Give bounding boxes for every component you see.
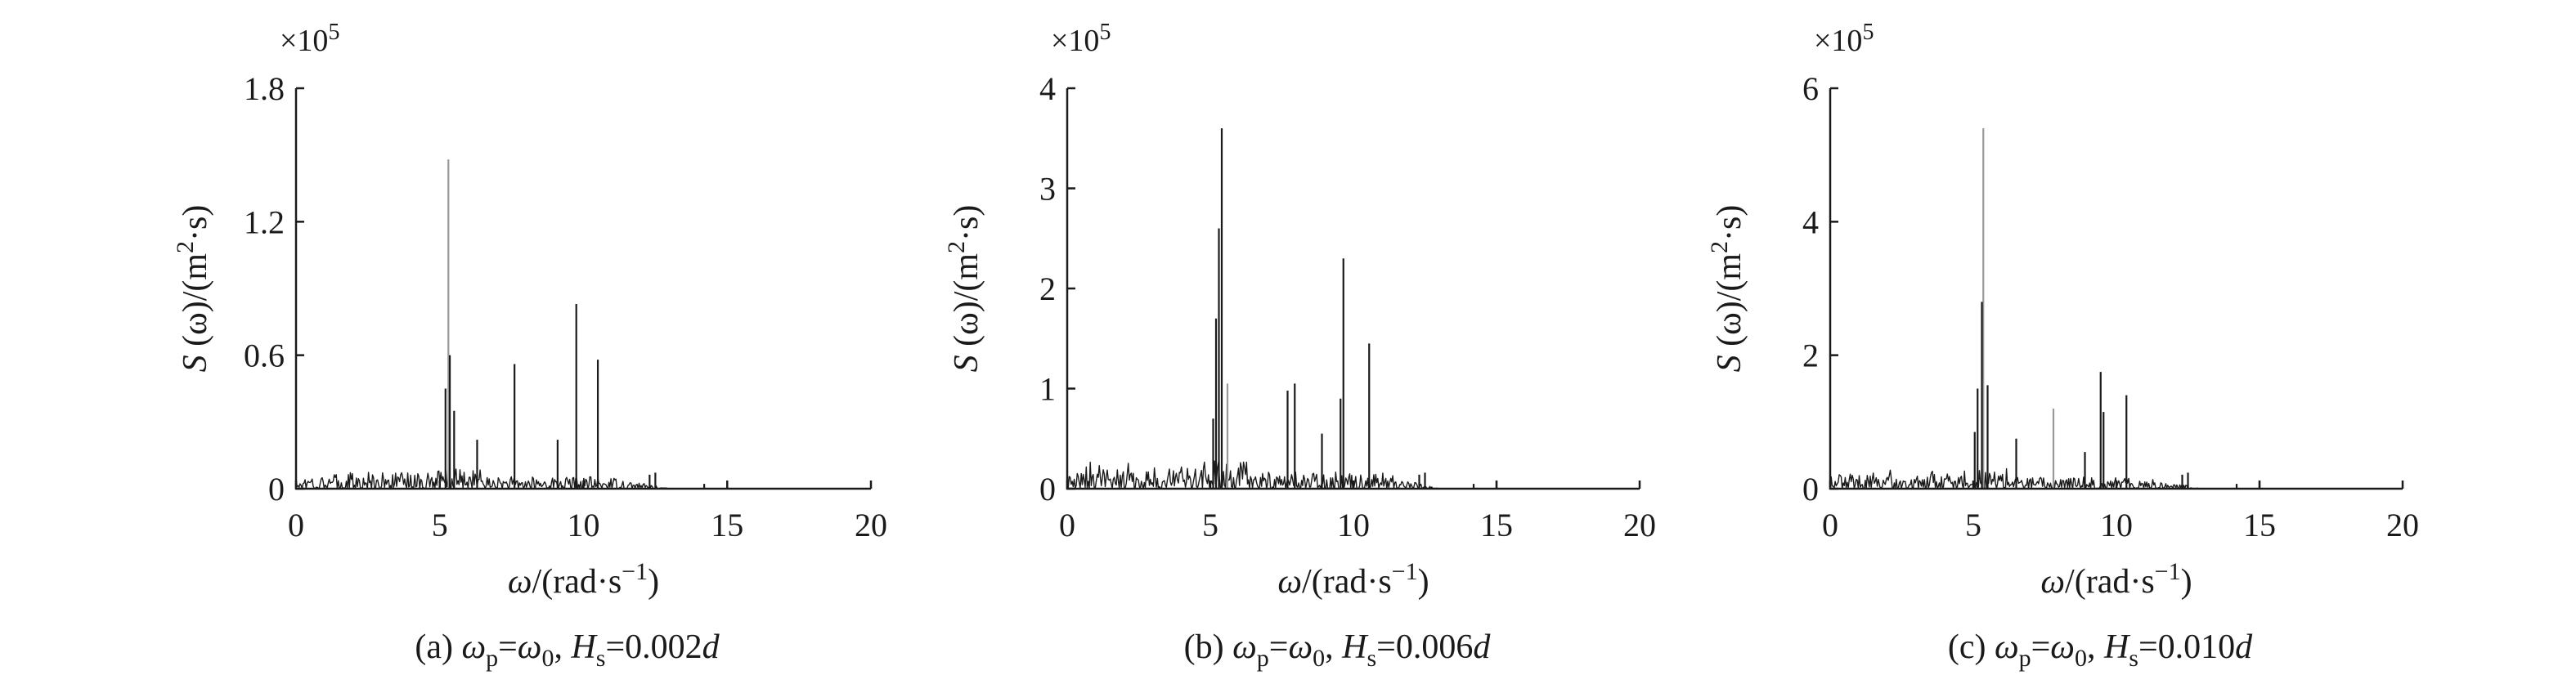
y-tick-label-c-3: 6 [1802, 70, 1819, 107]
caption-c: (c) ωp=ω0, Hs=0.010d [1948, 628, 2253, 672]
noise-trace-b [1066, 460, 1640, 490]
y-tick-label-b-2: 2 [1039, 270, 1056, 307]
x-tick-label-c-3: 15 [2243, 507, 2276, 543]
y-axis-label-a: S (ω)/(m2·s) [172, 205, 214, 373]
panel-a: 0 5 10 15 20 0 0.6 1.2 1.8 ×105 ω/(rad·s−1) S (ω… [172, 20, 887, 672]
x-tick-label-c-0: 0 [1822, 507, 1838, 543]
panel-b: 0 5 10 15 20 0 1 2 3 4 ×105 ω/(rad·s−1) S (ω)/(m2… [943, 20, 1656, 672]
y-tick-label-b-1: 1 [1039, 371, 1056, 408]
x-axis-label-b: ω/(rad·s−1) [1277, 558, 1429, 601]
panel-c: 0 5 10 15 20 0 2 4 6 ×105 ω/(rad·s−1) S (ω)/(m2·… [1706, 20, 2419, 672]
plot-area-b: 0 5 10 15 20 0 1 2 3 4 [1039, 70, 1656, 543]
y-axis-label-b: S (ω)/(m2·s) [943, 205, 985, 373]
plot-area-a: 0 5 10 15 20 0 0.6 1.2 1.8 [244, 70, 887, 543]
x-tick-label-a-1: 5 [432, 507, 448, 543]
y-axis-label-c: S (ω)/(m2·s) [1706, 205, 1748, 373]
axes-b [1066, 88, 1640, 490]
x-tick-label-b-1: 5 [1202, 507, 1218, 543]
x-tick-label-c-4: 20 [2386, 507, 2419, 543]
plot-area-c: 0 5 10 15 20 0 2 4 6 [1802, 70, 2419, 543]
x-axis-label-a: ω/(rad·s−1) [508, 558, 659, 601]
y-tick-label-b-0: 0 [1039, 471, 1056, 507]
x-tick-label-b-4: 20 [1623, 507, 1656, 543]
y-tick-label-a-3: 1.8 [244, 70, 285, 107]
x-tick-label-a-2: 10 [568, 507, 600, 543]
x-tick-label-b-3: 15 [1480, 507, 1513, 543]
x-tick-label-c-2: 10 [2100, 507, 2133, 543]
x-axis-label-c: ω/(rad·s−1) [2040, 558, 2192, 601]
multiplier-label-c: ×105 [1814, 20, 1874, 58]
y-tick-label-b-4: 4 [1039, 70, 1056, 107]
y-tick-label-b-3: 3 [1039, 171, 1056, 208]
x-tick-label-a-0: 0 [288, 507, 304, 543]
axes-a [294, 88, 871, 490]
y-tick-label-a-1: 0.6 [244, 338, 285, 374]
y-tick-label-c-1: 2 [1802, 338, 1819, 374]
noise-trace-a [295, 468, 871, 490]
axes-c [1829, 88, 2403, 490]
caption-b: (b) ωp=ω0, Hs=0.006d [1184, 628, 1492, 672]
x-tick-label-b-0: 0 [1059, 507, 1075, 543]
x-tick-label-b-2: 10 [1337, 507, 1370, 543]
caption-a: (a) ωp=ω0, Hs=0.002d [415, 628, 720, 672]
x-tick-label-c-1: 5 [1965, 507, 1981, 543]
y-tick-label-a-0: 0 [268, 471, 285, 507]
y-tick-label-a-2: 1.2 [244, 203, 285, 240]
y-tick-label-c-0: 0 [1802, 471, 1819, 507]
x-tick-label-a-3: 15 [711, 507, 743, 543]
y-tick-label-c-2: 4 [1802, 203, 1819, 240]
multiplier-label-b: ×105 [1051, 20, 1111, 58]
multiplier-label-a: ×105 [280, 20, 339, 58]
x-tick-label-a-4: 20 [855, 507, 887, 543]
